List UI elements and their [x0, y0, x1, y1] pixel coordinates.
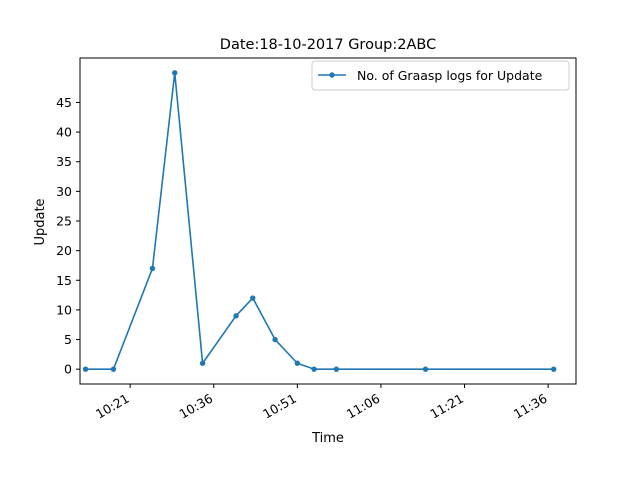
chart-title: Date:18-10-2017 Group:2ABC	[220, 37, 436, 53]
data-point	[294, 360, 301, 366]
y-tick-label: 35	[56, 154, 72, 169]
legend-marker	[329, 72, 335, 78]
y-tick-label: 5	[64, 332, 72, 347]
legend: No. of Graasp logs for Update	[311, 60, 570, 91]
y-tick-label: 15	[56, 273, 72, 288]
data-point	[333, 366, 340, 372]
series-layer	[82, 70, 557, 372]
y-tick-label: 40	[56, 125, 72, 140]
data-point	[82, 366, 89, 372]
legend-entry: No. of Graasp logs for Update	[357, 68, 543, 83]
data-point	[250, 295, 256, 301]
y-tick-label: 0	[64, 362, 72, 377]
y-axis: 0 5 10 15 20 25 30 35 40 45	[56, 95, 80, 377]
legend-box	[311, 60, 570, 91]
data-point	[422, 366, 429, 372]
y-axis-label: Update	[33, 198, 48, 245]
data-point	[110, 366, 117, 372]
x-axis-label: Time	[311, 431, 344, 446]
y-tick-label: 10	[56, 302, 72, 317]
y-tick-label: 25	[56, 214, 72, 229]
data-point	[551, 366, 557, 372]
data-point	[199, 360, 206, 366]
data-point	[272, 336, 278, 343]
data-point	[311, 366, 317, 372]
y-tick-label: 30	[56, 184, 72, 199]
y-tick-label: 20	[56, 243, 72, 258]
data-point	[233, 313, 239, 319]
data-point	[149, 265, 156, 272]
data-point	[172, 70, 178, 76]
y-tick-label: 45	[56, 95, 72, 110]
